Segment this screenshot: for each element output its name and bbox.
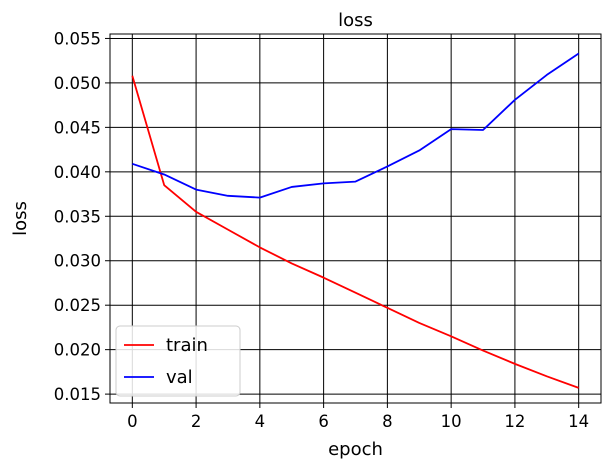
chart-title: loss [338, 10, 373, 31]
x-tick-label: 10 [441, 412, 462, 431]
legend-box [115, 325, 241, 397]
legend-label-val: val [166, 367, 193, 388]
x-tick-label: 8 [382, 412, 393, 431]
x-tick-label: 4 [255, 412, 266, 431]
y-tick-label: 0.035 [54, 207, 101, 226]
plot-frame [109, 33, 602, 404]
x-axis-title: epoch [328, 439, 383, 460]
x-tick-label: 6 [318, 412, 329, 431]
x-tick-label: 0 [127, 412, 138, 431]
y-axis-ticks: 0.015 0.020 0.025 0.030 0.035 0.040 0.045 0.050… [54, 29, 110, 404]
y-tick-label: 0.020 [54, 341, 101, 360]
y-tick-label: 0.025 [54, 296, 101, 315]
y-tick-label: 0.030 [54, 252, 101, 271]
series-line-val [132, 52, 580, 199]
x-tick-label: 14 [568, 412, 589, 431]
series-line-train [131, 75, 579, 389]
y-tick-label: 0.050 [54, 74, 101, 93]
y-tick-label: 0.015 [54, 385, 101, 404]
series-lines [131, 52, 580, 389]
y-tick-label: 0.055 [54, 29, 101, 48]
legend: train val [115, 325, 241, 397]
y-tick-label: 0.040 [54, 163, 101, 182]
x-axis-ticks: 0 2 4 6 8 10 12 14 [127, 403, 589, 431]
grid [110, 34, 601, 403]
x-tick-label: 12 [504, 412, 525, 431]
x-tick-label: 2 [191, 412, 202, 431]
legend-label-train: train [166, 335, 208, 356]
y-tick-label: 0.045 [54, 118, 101, 137]
y-axis-title: loss [10, 201, 31, 236]
